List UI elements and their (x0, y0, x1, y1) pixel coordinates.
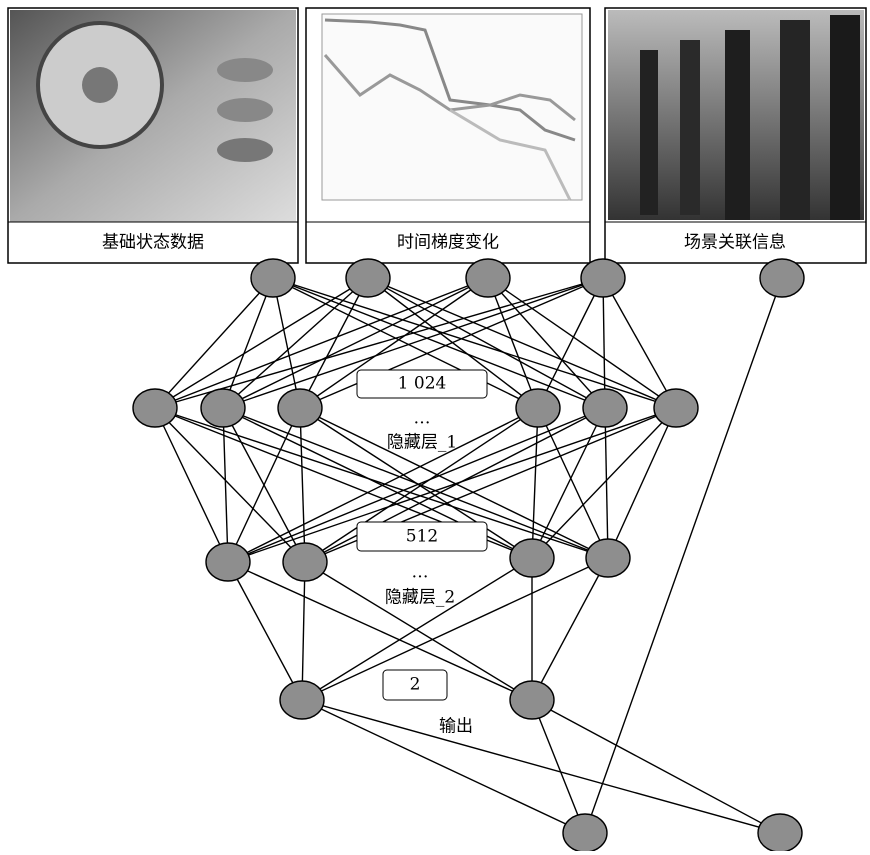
edge (302, 558, 608, 700)
neuron (201, 389, 245, 427)
edge (488, 278, 676, 408)
neuron (206, 543, 250, 581)
ellipsis: … (412, 563, 429, 583)
edge (228, 562, 532, 700)
neuron (583, 389, 627, 427)
neuron (581, 259, 625, 297)
edge (302, 562, 305, 700)
edge (532, 558, 608, 700)
edge (155, 408, 228, 562)
neuron (466, 259, 510, 297)
neuron (586, 539, 630, 577)
panel: 场景关联信息 (605, 8, 866, 263)
edge (300, 408, 305, 562)
neuron (758, 814, 802, 851)
edge (223, 278, 273, 408)
edge (608, 408, 676, 558)
edge (605, 408, 608, 558)
panel: 时间梯度变化 (306, 8, 590, 263)
neuron (280, 681, 324, 719)
panel-label: 时间梯度变化 (397, 233, 499, 253)
neuron (283, 543, 327, 581)
panel: 基础状态数据 (8, 8, 298, 263)
neuron (251, 259, 295, 297)
layer-name: 隐藏层_2 (385, 588, 455, 608)
edge (532, 408, 676, 558)
ellipsis: … (414, 409, 431, 429)
edge (532, 700, 780, 833)
neuron (563, 814, 607, 851)
network-diagram: 基础状态数据 时间梯度变化 场景关联信息 1 024 … 隐藏层_1 512 …… (0, 0, 870, 851)
nodes (133, 259, 804, 851)
neuron (516, 389, 560, 427)
layer-size: 2 (410, 675, 421, 695)
edge (532, 408, 605, 558)
layer-size: 1 024 (398, 374, 447, 394)
layer-size: 512 (406, 527, 438, 547)
neuron (654, 389, 698, 427)
neuron (346, 259, 390, 297)
neuron (278, 389, 322, 427)
edge (228, 408, 300, 562)
layer-name: 隐藏层_1 (387, 433, 457, 453)
edge (532, 408, 538, 558)
layer-name: 输出 (439, 717, 473, 737)
edge (228, 562, 302, 700)
neuron (133, 389, 177, 427)
panel-label: 基础状态数据 (102, 233, 204, 253)
panel-label: 场景关联信息 (684, 233, 786, 253)
edge (155, 278, 273, 408)
neuron (510, 539, 554, 577)
neuron (760, 259, 804, 297)
neuron (510, 681, 554, 719)
